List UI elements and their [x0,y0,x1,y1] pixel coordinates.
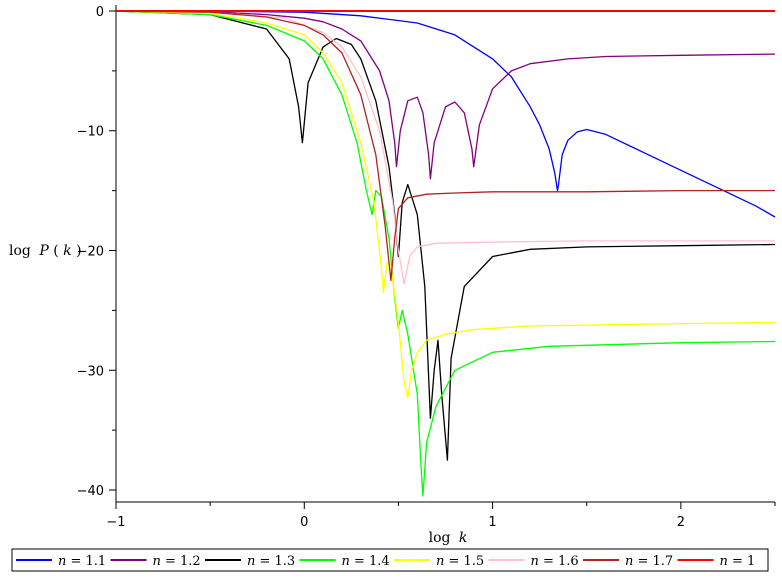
legend-label-var: n [342,554,350,569]
y-axis-title-fn: P [38,243,49,259]
legend-label-eq: = 1.6 [539,554,579,569]
y-tick-label: −30 [77,364,104,379]
y-tick-label: −20 [77,245,104,260]
y-axis-title: log P ( k ) [9,243,82,259]
legend-label: n = 1.3 [247,554,295,569]
legend-label: n = 1.2 [153,554,201,569]
y-tick-label: 0 [96,5,104,20]
legend-label-eq: = 1.1 [66,554,106,569]
series-line-3 [115,10,776,461]
legend-label: n = 1.5 [436,554,484,569]
series-line-7 [115,10,775,282]
legend-label-var: n [625,554,633,569]
axes [109,5,776,509]
x-tick-label: 1 [488,515,496,530]
legend-label-eq: = 1.3 [255,554,295,569]
legend-label: n = 1.6 [531,554,579,569]
legend-label: n = 1.7 [625,554,673,569]
x-tick-label: 2 [677,515,685,530]
x-axis-title: log k [429,530,468,546]
legend-label-var: n [531,554,539,569]
tick-labels: −1 0 1 20−10−20−30−40 [77,5,685,530]
legend-label-eq: = 1.5 [444,554,484,569]
legend-label-var: n [58,554,66,569]
x-axis-title-log: log [429,530,451,546]
x-tick-label: −1 [106,515,125,530]
legend-label-eq: = 1.2 [161,554,201,569]
y-tick-label: −10 [77,125,104,140]
y-axis-title-open: ( [53,243,58,259]
legend-label-var: n [153,554,161,569]
legend-label-var: n [436,554,444,569]
legend-label: n = 1 [720,554,756,569]
legend-label-var: n [247,554,255,569]
series-line-2 [115,10,776,180]
legend: n = 1.1 n = 1.2 n = 1.3 n = 1.4 n = 1.5 n = 1… [11,548,769,572]
x-axis-title-var: k [459,530,467,546]
y-axis-title-log: log [9,243,31,259]
x-tick-label: 0 [300,515,308,530]
y-axis-title-close: ) [76,243,81,259]
legend-label-eq: = 1.4 [350,554,390,569]
legend-box [11,548,769,572]
y-axis-title-var: k [63,243,71,259]
legend-label: n = 1.1 [58,554,106,569]
legend-label-eq: = 1.7 [633,554,673,569]
series-lines [115,10,776,497]
legend-label-var: n [720,554,728,569]
series-line-5 [115,10,776,399]
legend-label: n = 1.4 [342,554,390,569]
legend-label-eq: = 1 [728,554,755,569]
series-line-6 [115,10,775,285]
series-line-1 [116,10,776,218]
y-tick-label: −40 [77,484,104,499]
